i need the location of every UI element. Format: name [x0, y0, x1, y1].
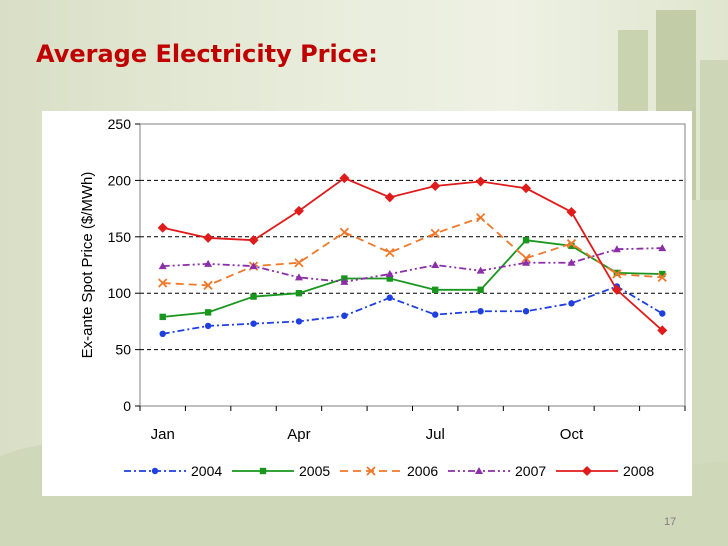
point-2006-Jan	[158, 278, 168, 288]
point-2004-Dec	[659, 310, 666, 317]
point-2007-Aug	[476, 266, 485, 274]
legend-marker-2005	[259, 467, 267, 475]
point-2008-Sep	[521, 183, 532, 194]
point-2006-Nov	[612, 269, 622, 279]
x-tick-label: Oct	[560, 426, 584, 443]
point-2007-Jul	[431, 261, 440, 268]
point-2007-Feb	[204, 259, 213, 267]
legend-marker-2006	[366, 466, 376, 476]
legend-marker-2007	[475, 467, 483, 474]
point-2004-May	[341, 312, 348, 319]
point-2004-Oct	[568, 300, 575, 307]
legend-label-2007: 2007	[515, 463, 546, 479]
point-2005-Oct	[568, 242, 575, 250]
point-2007-Jan	[158, 262, 167, 270]
point-2007-Nov	[612, 245, 621, 253]
point-2004-Sep	[522, 308, 530, 315]
point-2005-Jan	[159, 313, 166, 321]
point-2008-Jan	[157, 222, 168, 233]
series-line-2008	[162, 177, 663, 332]
point-2008-Feb	[203, 232, 214, 243]
legend-label-2004: 2004	[191, 463, 222, 479]
legend-label-2005: 2005	[299, 463, 330, 479]
point-2005-Apr	[295, 290, 303, 297]
y-tick-label: 50	[115, 342, 131, 358]
point-2004-Aug	[477, 308, 484, 315]
point-2004-Feb	[204, 322, 212, 330]
y-axis-label: Ex-ante Spot Price ($/MWh)	[79, 172, 96, 359]
y-tick-label: 250	[108, 116, 132, 132]
point-2005-Feb	[204, 309, 212, 316]
series-line-2007	[162, 247, 663, 283]
y-tick-label: 100	[108, 285, 132, 301]
x-tick-label: Jan	[151, 426, 175, 443]
series-line-2005	[162, 239, 663, 318]
point-2007-Sep	[522, 258, 531, 266]
chart-panel: 0 50 100 150 200 250 Jan Apr Jul Oct Ex-ante Spot …	[42, 111, 692, 496]
legend-marker-2008	[582, 466, 592, 476]
point-2005-Aug	[477, 286, 484, 294]
point-2007-Apr	[294, 273, 303, 281]
point-2006-Jul	[430, 228, 440, 239]
y-tick-label: 200	[108, 172, 132, 188]
point-2005-Sep	[522, 236, 530, 244]
point-2007-Jun	[385, 270, 394, 278]
point-2008-Aug	[475, 176, 486, 187]
point-2008-Oct	[566, 206, 577, 217]
point-2008-Dec	[657, 325, 668, 336]
point-2004-Jan	[159, 330, 166, 338]
y-tick-label: 0	[123, 398, 131, 414]
point-2005-Jul	[432, 286, 439, 294]
point-2006-Sep	[521, 253, 531, 263]
point-2008-Nov	[611, 284, 622, 295]
point-2006-Feb	[203, 280, 213, 290]
line-chart: 0 50 100 150 200 250 Jan Apr Jul Oct Ex-ante Spot …	[79, 116, 686, 479]
series-line-2004	[162, 285, 663, 335]
slide-number: 17	[664, 516, 677, 528]
point-2006-Oct	[566, 238, 577, 249]
point-2007-Mar	[249, 262, 258, 270]
legend-marker-2004	[151, 467, 159, 475]
point-2007-Oct	[567, 258, 576, 266]
y-tick-label: 150	[108, 229, 132, 245]
point-2008-Jun	[384, 192, 395, 203]
legend-label-2008: 2008	[623, 463, 654, 479]
series-line-2006	[162, 216, 663, 287]
point-2006-Jun	[385, 247, 395, 258]
point-2008-Mar	[248, 235, 259, 246]
legend-label-2006: 2006	[407, 463, 438, 479]
point-2005-Jun	[386, 275, 393, 282]
point-2008-Jul	[430, 181, 441, 192]
point-2006-May	[339, 227, 350, 237]
point-2004-Jun	[386, 294, 393, 301]
point-2006-Aug	[475, 212, 486, 223]
point-2008-May	[339, 173, 350, 184]
point-2004-Mar	[250, 320, 257, 327]
point-2005-Mar	[250, 293, 257, 300]
point-2004-Jul	[432, 311, 439, 318]
x-tick-label: Apr	[287, 426, 310, 443]
point-2005-Dec	[659, 270, 666, 278]
point-2006-Dec	[657, 272, 667, 283]
slide-title: Average Electricity Price:	[36, 40, 378, 68]
point-2007-Dec	[658, 244, 667, 252]
point-2007-May	[340, 277, 349, 285]
point-2008-Apr	[293, 205, 304, 216]
x-tick-label: Jul	[426, 426, 445, 443]
point-2006-Apr	[294, 258, 304, 268]
point-2004-Apr	[295, 318, 303, 325]
